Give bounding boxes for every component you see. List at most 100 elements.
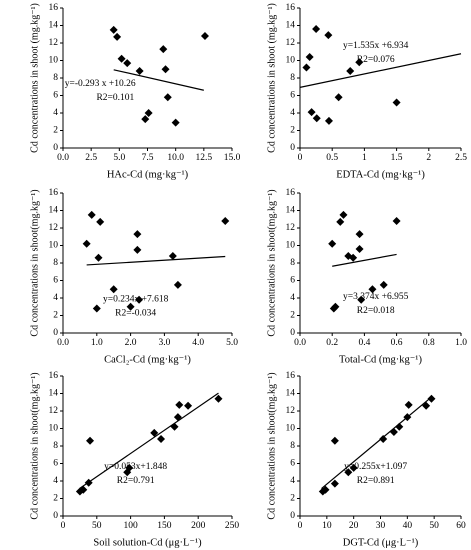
y-tick-label: 6: [53, 91, 58, 101]
data-point: [355, 245, 364, 253]
data-point: [307, 108, 316, 117]
data-point: [214, 394, 223, 403]
x-tick-label: 4.0: [192, 338, 204, 348]
x-tick-label: 150: [157, 521, 172, 531]
y-tick-label: 8: [290, 258, 295, 268]
y-tick-label: 8: [53, 441, 58, 451]
y-tick-label: 8: [290, 73, 295, 83]
x-tick-label: 0.4: [358, 338, 370, 348]
data-point: [324, 31, 333, 40]
data-point: [173, 280, 182, 289]
y-tick-label: 10: [49, 424, 59, 434]
y-tick-label: 14: [49, 21, 59, 31]
y-tick-label: 16: [49, 188, 59, 198]
y-tick-label: 12: [286, 223, 296, 233]
annotation: R2=0.076: [357, 55, 395, 65]
x-tick-label: 200: [191, 521, 206, 531]
y-tick-label: 4: [290, 476, 295, 486]
y-tick-label: 6: [53, 459, 58, 469]
x-tick-label: 1: [362, 153, 367, 163]
x-axis-title: DGT-Cd (μg·L⁻¹): [343, 537, 419, 548]
data-point: [330, 479, 339, 488]
data-point: [159, 45, 168, 54]
y-tick-label: 12: [49, 223, 59, 233]
data-point: [379, 435, 388, 443]
data-point: [161, 65, 170, 74]
data-point: [357, 295, 366, 304]
data-point: [135, 67, 144, 75]
data-point: [349, 463, 358, 472]
x-tick-label: 50: [429, 521, 439, 531]
y-tick-label: 14: [286, 21, 296, 31]
y-tick-label: 8: [290, 441, 295, 451]
y-tick-label: 2: [290, 126, 295, 136]
y-tick-label: 16: [49, 371, 59, 381]
data-point: [330, 436, 339, 445]
data-point: [109, 25, 118, 34]
x-tick-label: 10: [322, 521, 332, 531]
y-tick-label: 14: [286, 206, 296, 216]
y-axis-title: Cd concentrations in shoot(mg.kg⁻¹): [29, 372, 40, 519]
x-tick-label: 1.0: [91, 338, 103, 348]
trendline: [79, 392, 219, 489]
x-tick-label: 2.5: [85, 153, 97, 163]
x-tick-label: 5.0: [113, 153, 125, 163]
data-point: [171, 118, 180, 127]
x-tick-label: 250: [225, 521, 240, 531]
x-tick-label: 0.0: [57, 153, 69, 163]
y-tick-label: 6: [290, 459, 295, 469]
annotation: R2=0.101: [96, 93, 134, 103]
x-axis-title: HAc-Cd (mg·kg⁻¹): [107, 169, 189, 180]
data-point: [331, 302, 340, 311]
annotation: y=0.053x+1.848: [104, 462, 167, 472]
data-point: [302, 63, 311, 72]
y-tick-label: 4: [290, 293, 295, 303]
x-tick-label: 7.5: [142, 153, 154, 163]
data-point: [150, 428, 159, 437]
y-tick-label: 0: [53, 143, 58, 153]
data-point: [334, 93, 343, 102]
y-tick-label: 2: [53, 311, 58, 321]
annotation: y=0.255x+1.097: [344, 462, 407, 472]
data-point: [427, 394, 436, 403]
data-point: [349, 253, 358, 262]
annotation: R2=0.891: [357, 476, 395, 486]
x-axis-title: CaCl₂-Cd (mg·kg⁻¹): [104, 354, 191, 365]
data-point: [336, 217, 345, 226]
annotation: y=3.374x +6.955: [343, 292, 409, 302]
x-tick-label: 0.0: [294, 338, 306, 348]
data-point: [133, 245, 142, 254]
data-point: [170, 422, 179, 431]
y-axis-title: Cd concentrations in shoot (mg.kg⁻¹): [29, 3, 40, 153]
y-tick-label: 10: [49, 241, 59, 251]
data-point: [109, 285, 118, 294]
data-point: [321, 485, 330, 494]
annotation: y=-0.293 x +10.26: [65, 79, 136, 89]
x-tick-label: 50: [92, 521, 102, 531]
y-tick-label: 12: [49, 38, 59, 48]
data-point: [173, 413, 182, 422]
y-tick-label: 12: [286, 38, 296, 48]
x-tick-label: 12.5: [196, 153, 213, 163]
x-tick-label: 0.2: [326, 338, 338, 348]
x-tick-label: 60: [456, 521, 466, 531]
x-tick-label: 0.0: [57, 338, 69, 348]
data-point: [422, 401, 431, 410]
x-tick-label: 0.6: [391, 338, 403, 348]
x-tick-label: 40: [403, 521, 413, 531]
x-tick-label: 2.5: [455, 153, 467, 163]
data-point: [339, 210, 348, 219]
data-point: [312, 25, 321, 33]
y-tick-label: 16: [286, 371, 296, 381]
y-tick-label: 4: [53, 108, 58, 118]
y-tick-label: 8: [53, 258, 58, 268]
y-tick-label: 2: [53, 494, 58, 504]
y-axis-title: Cd concentrations in shoot (mg.kg⁻¹): [266, 3, 277, 153]
data-point: [94, 253, 103, 262]
trendline: [299, 53, 462, 88]
data-point: [92, 304, 101, 313]
data-point: [175, 400, 184, 409]
y-tick-label: 4: [53, 293, 58, 303]
x-tick-label: 2.0: [125, 338, 137, 348]
